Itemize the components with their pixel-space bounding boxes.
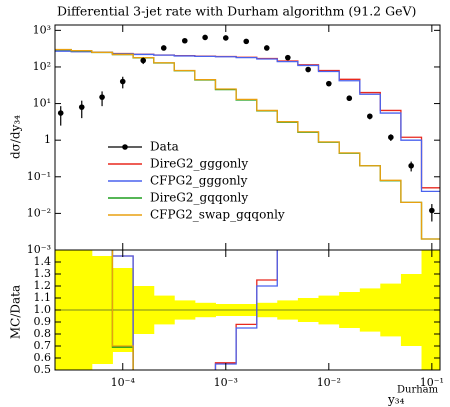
x-tick-label: 10⁻⁴ [111, 376, 136, 389]
ratio-histogram [111, 250, 278, 370]
y-tick-label: 0.7 [34, 339, 52, 352]
x-axis-label-sup: Durham [397, 385, 439, 396]
legend-label: DireG2_gggonly [150, 157, 248, 171]
x-tick-label: 10⁻¹ [420, 376, 444, 389]
main-plot [55, 34, 440, 240]
y-tick-label: 10⁻¹ [27, 170, 51, 183]
data-point [305, 66, 311, 73]
y-tick-label: 10⁻² [27, 206, 51, 219]
y-axis-label: dσ/dy₃₄ [9, 115, 23, 159]
y-tick-label: 10⁻³ [27, 243, 51, 256]
data-point [181, 37, 188, 44]
mc-histogram [55, 48, 440, 240]
mc-histogram [55, 50, 440, 193]
data-point [57, 110, 64, 116]
y-tick-label: 1 [44, 133, 51, 146]
y-tick-label: 0.9 [34, 315, 52, 328]
legend-label: CFPG2_gggonly [150, 174, 248, 188]
y-tick-label: 10¹ [33, 97, 51, 110]
data-point [243, 38, 250, 45]
y-tick-label: 10² [33, 60, 51, 73]
legend-label: DireG2_gqqonly [150, 191, 248, 205]
y-tick-label: 1.3 [34, 267, 52, 280]
data-point [367, 113, 373, 120]
data-point [99, 94, 105, 100]
ratio-y-axis-label: MC/Data [9, 285, 23, 339]
data-point [388, 134, 394, 141]
data-point [346, 95, 353, 102]
x-tick-label: 10⁻² [317, 376, 341, 389]
data-point [160, 45, 167, 51]
x-tick-label: 10⁻³ [214, 376, 238, 389]
legend-swatch [122, 144, 128, 150]
data-point [202, 34, 208, 41]
data-point [263, 45, 270, 51]
y-tick-label: 0.5 [34, 363, 52, 376]
data-point [285, 54, 291, 61]
axes: 10³ 10² 10¹ 1 10⁻¹ 10⁻² 10⁻³ 0.50.60.70.80.91.0… [27, 23, 444, 389]
x-axis-label: y₃₄ [387, 393, 405, 407]
y-tick-label: 1.2 [34, 279, 52, 292]
y-tick-label: 10³ [33, 23, 51, 36]
ratio-plot [55, 250, 440, 370]
legend-label: CFPG2_swap_gqqonly [150, 208, 285, 222]
legend-label: Data [150, 140, 179, 154]
chart-title: Differential 3-jet rate with Durham algo… [57, 4, 416, 19]
data-point [78, 104, 85, 110]
y-tick-label: 0.8 [34, 327, 52, 340]
y-tick-label: 0.6 [34, 351, 52, 364]
y-tick-label: 1.0 [34, 303, 52, 316]
data-point [408, 162, 414, 169]
data-point [119, 78, 126, 85]
y-tick-label: 1.1 [34, 291, 52, 304]
data-point [429, 207, 435, 214]
data-point [140, 57, 147, 64]
data-point [222, 35, 229, 41]
y-tick-label: 1.4 [34, 255, 52, 268]
data-point [326, 80, 332, 87]
